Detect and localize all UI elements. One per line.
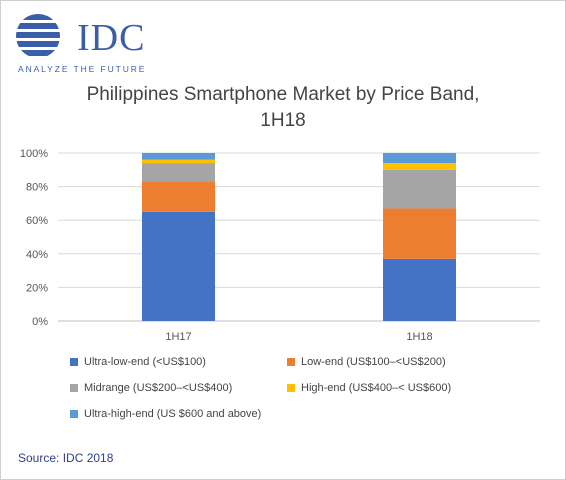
legend-label: Ultra-high-end (US $600 and above) — [84, 408, 262, 420]
legend-item: Low-end (US$100–<US$200) — [287, 356, 446, 368]
legend-label: Midrange (US$200–<US$400) — [84, 382, 233, 394]
legend-item: Ultra-high-end (US $600 and above) — [70, 408, 261, 420]
bar-segment — [383, 169, 456, 209]
legend-swatch — [70, 384, 78, 392]
x-tick-label: 1H18 — [406, 331, 432, 340]
bar-segment — [383, 208, 456, 259]
bar-segment — [142, 159, 215, 164]
bar-segment — [142, 153, 215, 160]
legend-label: Ultra-low-end (<US$100) — [84, 356, 206, 368]
legend-swatch — [287, 358, 295, 366]
chart-title-line1: Philippines Smartphone Market by Price B… — [86, 84, 480, 105]
chart-title: Philippines Smartphone Market by Price B… — [0, 82, 566, 134]
legend-item: Ultra-low-end (<US$100) — [70, 356, 206, 368]
bar-segment — [142, 181, 215, 212]
logo-wordmark: IDC — [77, 17, 146, 59]
source-note: Source: IDC 2018 — [18, 451, 114, 465]
bar-segment — [383, 153, 456, 164]
legend-item: Midrange (US$200–<US$400) — [70, 382, 232, 394]
legend-swatch — [287, 384, 295, 392]
legend-label: High-end (US$400–< US$600) — [301, 382, 452, 394]
bar-segment — [383, 163, 456, 170]
x-tick-label: 1H17 — [165, 331, 191, 340]
legend-swatch — [70, 358, 78, 366]
y-tick-label: 80% — [26, 182, 48, 194]
bar-segment — [142, 163, 215, 182]
legend-swatch — [70, 410, 78, 418]
legend-label: Low-end (US$100–<US$200) — [301, 356, 446, 368]
idc-logo: IDC ANALYZE THE FUTURE — [10, 8, 160, 74]
stacked-bar-chart: 0% 20% 40% 60% 80% 100% 1H17 1H18 — [20, 148, 540, 340]
y-tick-label: 0% — [32, 316, 48, 328]
y-tick-label: 100% — [20, 148, 48, 160]
bar-segment — [383, 258, 456, 321]
y-tick-label: 60% — [26, 215, 48, 227]
y-tick-label: 40% — [26, 249, 48, 261]
bar-segment — [142, 211, 215, 321]
y-tick-label: 20% — [26, 282, 48, 294]
chart-title-line2: 1H18 — [260, 110, 306, 131]
globe-icon — [16, 14, 60, 58]
legend-item: High-end (US$400–< US$600) — [287, 382, 451, 394]
logo-tagline: ANALYZE THE FUTURE — [18, 64, 147, 74]
